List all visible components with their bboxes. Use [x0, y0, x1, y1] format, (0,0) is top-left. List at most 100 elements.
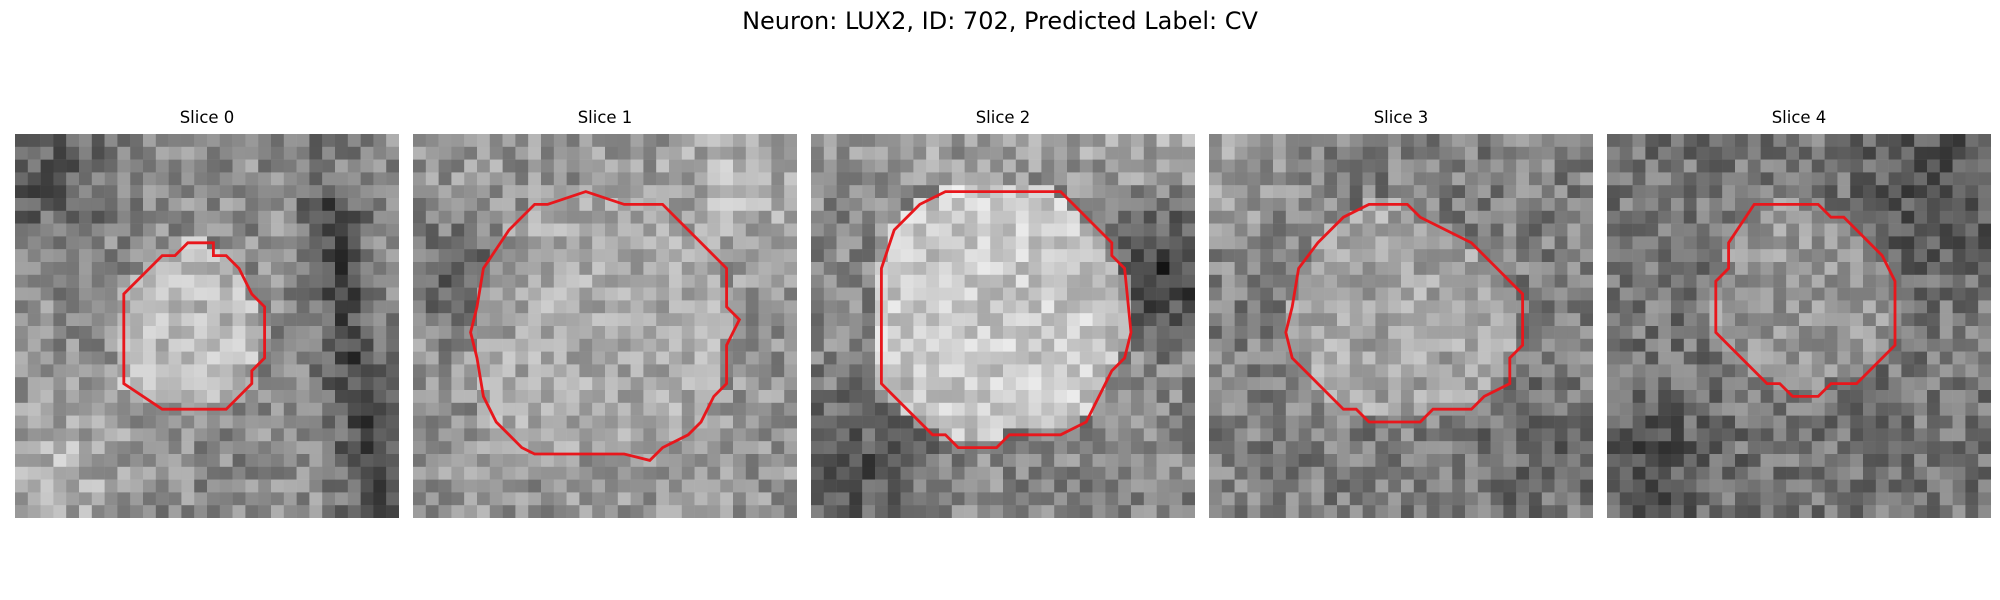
pixel — [1541, 492, 1555, 506]
pixel — [1465, 249, 1479, 263]
pixel — [1658, 134, 1672, 148]
pixel — [875, 210, 889, 224]
pixel — [811, 351, 825, 365]
pixel — [1221, 505, 1235, 518]
pixel — [990, 466, 1004, 480]
pixel — [143, 185, 157, 199]
pixel — [271, 492, 285, 506]
pixel — [1824, 428, 1838, 442]
pixel — [245, 466, 259, 480]
pixel — [771, 377, 785, 391]
pixel — [1580, 249, 1593, 263]
pixel — [1465, 415, 1479, 429]
pixel — [1747, 210, 1761, 224]
pixel — [1209, 428, 1223, 442]
slice-panel-1: Slice 1 — [413, 108, 797, 518]
pixel — [707, 262, 721, 276]
pixel — [656, 236, 670, 250]
pixel — [1247, 466, 1261, 480]
pixel — [900, 300, 914, 314]
pixel — [425, 505, 439, 518]
pixel — [1735, 159, 1749, 173]
pixel — [566, 428, 580, 442]
pixel — [1362, 262, 1376, 276]
pixel — [1477, 454, 1491, 468]
pixel — [1901, 236, 1915, 250]
pixel — [1516, 492, 1530, 506]
pixel — [425, 185, 439, 199]
pixel — [862, 466, 876, 480]
pixel — [413, 415, 427, 429]
pixel — [1760, 492, 1774, 506]
pixel — [1619, 172, 1633, 186]
pixel — [1067, 185, 1081, 199]
pixel — [1041, 262, 1055, 276]
pixel — [1965, 364, 1979, 378]
slice-title-4: Slice 4 — [1771, 108, 1827, 127]
pixel — [322, 198, 336, 212]
pixel — [1747, 300, 1761, 314]
pixel — [1683, 364, 1697, 378]
pixel — [528, 300, 542, 314]
pixel — [194, 249, 208, 263]
pixel — [823, 274, 837, 288]
pixel — [143, 198, 157, 212]
pixel — [1209, 172, 1223, 186]
pixel — [1490, 287, 1504, 301]
pixel — [1901, 454, 1915, 468]
pixel — [1619, 479, 1633, 493]
pixel — [194, 274, 208, 288]
pixel — [181, 274, 195, 288]
pixel — [181, 415, 195, 429]
pixel — [1015, 505, 1029, 518]
pixel — [1105, 287, 1119, 301]
pixel — [66, 326, 80, 340]
pixel — [1143, 390, 1157, 404]
pixel — [1914, 249, 1928, 263]
pixel — [1490, 454, 1504, 468]
pixel — [771, 262, 785, 276]
pixel — [1015, 274, 1029, 288]
pixel — [1209, 300, 1223, 314]
pixel — [1105, 454, 1119, 468]
pixel — [1607, 326, 1621, 340]
pixel — [1580, 351, 1593, 365]
pixel — [1234, 364, 1248, 378]
pixel — [1375, 185, 1389, 199]
pixel — [1747, 236, 1761, 250]
pixel-grid — [1607, 134, 1991, 518]
pixel — [1645, 326, 1659, 340]
pixel — [322, 415, 336, 429]
pixel — [1067, 326, 1081, 340]
pixel — [1401, 300, 1415, 314]
pixel — [849, 479, 863, 493]
pixel — [1105, 326, 1119, 340]
pixel — [360, 390, 374, 404]
pixel — [309, 210, 323, 224]
pixel — [694, 377, 708, 391]
pixel — [1978, 492, 1991, 506]
pixel — [1927, 479, 1941, 493]
pixel — [155, 492, 169, 506]
pixel — [79, 351, 93, 365]
pixel — [1824, 441, 1838, 455]
pixel — [1439, 300, 1453, 314]
pixel — [296, 428, 310, 442]
pixel — [1054, 313, 1068, 327]
pixel — [977, 479, 991, 493]
pixel — [1324, 466, 1338, 480]
pixel — [990, 146, 1004, 160]
pixel — [1118, 377, 1132, 391]
pixel — [1105, 338, 1119, 352]
pixel — [1607, 505, 1621, 518]
pixel — [1837, 172, 1851, 186]
pixel — [1092, 172, 1106, 186]
pixel — [1607, 313, 1621, 327]
pixel — [168, 441, 182, 455]
pixel — [1901, 377, 1915, 391]
pixel — [836, 236, 850, 250]
pixel — [1850, 466, 1864, 480]
pixel — [579, 274, 593, 288]
pixel — [1426, 274, 1440, 288]
pixel — [1875, 492, 1889, 506]
